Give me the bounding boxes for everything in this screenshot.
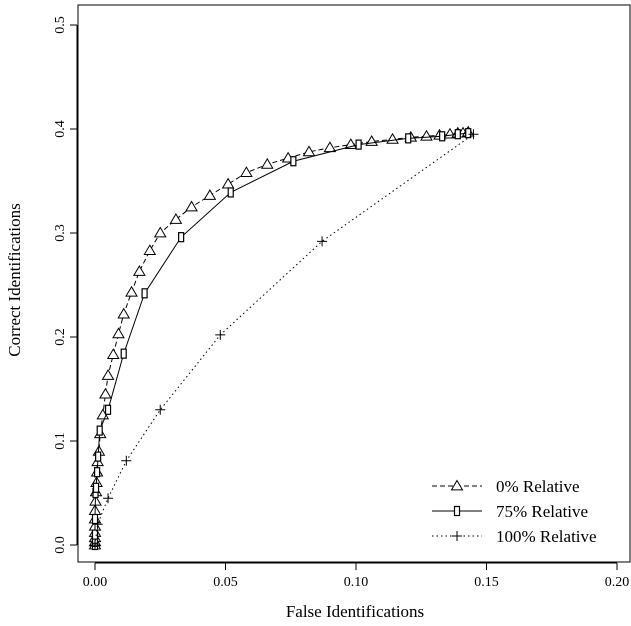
data-point bbox=[106, 348, 120, 360]
data-point bbox=[454, 129, 461, 140]
legend-item: 0% Relative bbox=[432, 477, 580, 496]
legend-label: 0% Relative bbox=[496, 477, 580, 496]
series-3 bbox=[90, 129, 479, 550]
y-axis-title: Correct Identifications bbox=[5, 203, 24, 356]
y-axis: 0.0 0.1 0.2 0.3 0.4 0.5 bbox=[53, 16, 78, 554]
x-tick-label: 0.10 bbox=[344, 575, 369, 590]
data-point bbox=[323, 141, 337, 153]
legend-marker bbox=[453, 505, 461, 517]
x-tick-label: 0.20 bbox=[605, 575, 630, 590]
series-1 bbox=[88, 125, 475, 550]
legend-item: 100% Relative bbox=[432, 527, 597, 546]
x-tick-label: 0.15 bbox=[474, 575, 499, 590]
data-point bbox=[99, 387, 112, 399]
y-tick-label: 0.0 bbox=[53, 536, 68, 554]
data-point bbox=[178, 232, 185, 243]
series-line bbox=[94, 133, 474, 546]
data-point bbox=[95, 451, 102, 462]
legend-marker bbox=[450, 479, 464, 491]
data-point bbox=[92, 482, 100, 493]
y-tick-label: 0.3 bbox=[53, 224, 68, 242]
data-point bbox=[92, 519, 103, 530]
series-line bbox=[94, 132, 469, 545]
x-tick-label: 0.00 bbox=[83, 575, 108, 590]
data-point bbox=[465, 128, 472, 139]
y-tick-label: 0.5 bbox=[53, 16, 68, 34]
data-point bbox=[203, 189, 217, 200]
data-point bbox=[240, 166, 253, 178]
series-layer bbox=[88, 125, 479, 551]
data-point bbox=[420, 129, 433, 141]
data-point bbox=[141, 288, 148, 299]
data-point bbox=[103, 493, 114, 504]
data-point bbox=[355, 139, 362, 150]
legend-item: 75% Relative bbox=[432, 502, 588, 521]
series-line bbox=[94, 131, 469, 545]
plot-frame bbox=[77, 4, 631, 563]
data-point bbox=[221, 177, 235, 189]
x-axis: 0.00 0.05 0.10 0.15 0.20 bbox=[83, 562, 630, 590]
x-axis-title: False Identifications bbox=[286, 602, 424, 621]
legend-label: 100% Relative bbox=[496, 527, 597, 546]
legend-marker bbox=[452, 531, 462, 541]
data-point bbox=[90, 540, 100, 550]
data-point bbox=[143, 244, 157, 256]
data-point bbox=[120, 348, 127, 359]
data-point bbox=[91, 513, 99, 525]
data-point bbox=[132, 264, 146, 276]
data-point bbox=[112, 327, 125, 339]
data-point bbox=[93, 467, 101, 478]
data-point bbox=[468, 129, 479, 140]
data-point bbox=[386, 132, 399, 144]
data-point bbox=[155, 404, 166, 415]
data-point bbox=[215, 329, 226, 340]
data-point bbox=[101, 368, 115, 380]
data-point bbox=[125, 285, 138, 297]
data-point bbox=[117, 307, 131, 319]
data-point bbox=[302, 145, 316, 157]
data-point bbox=[104, 404, 112, 415]
legend: 0% Relative 75% Relative 100% Relative bbox=[432, 477, 597, 546]
series-2 bbox=[91, 128, 472, 551]
legend-label: 75% Relative bbox=[496, 502, 588, 521]
data-point bbox=[96, 425, 103, 436]
data-point bbox=[153, 226, 167, 238]
data-point bbox=[227, 187, 234, 198]
data-point bbox=[91, 529, 99, 540]
data-point bbox=[290, 156, 297, 167]
data-point bbox=[185, 200, 198, 212]
y-tick-label: 0.2 bbox=[53, 328, 68, 346]
x-tick-label: 0.05 bbox=[213, 575, 238, 590]
data-point bbox=[260, 157, 274, 169]
y-tick-label: 0.4 bbox=[53, 120, 68, 138]
data-point bbox=[317, 236, 328, 247]
y-tick-label: 0.1 bbox=[53, 432, 68, 450]
data-point bbox=[169, 212, 183, 224]
data-point bbox=[405, 133, 412, 144]
data-point bbox=[121, 455, 132, 466]
data-point bbox=[439, 131, 446, 142]
